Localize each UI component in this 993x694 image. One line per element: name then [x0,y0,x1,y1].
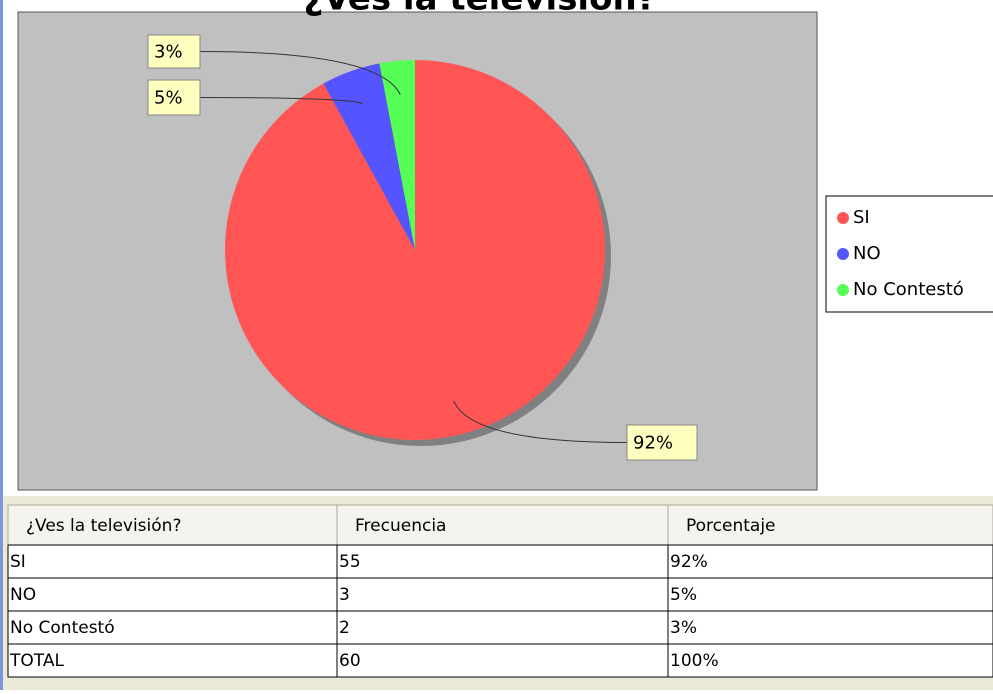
cell-text: 2 [339,618,350,638]
cell-text: No Contestó [10,618,115,638]
data-label: 5% [154,88,183,109]
chart-title: ¿Ves la televisión? [304,0,657,19]
table-cell [336,643,669,678]
legend-label: SI [853,207,870,228]
table-cell [667,544,993,579]
cell-text: 3 [339,585,350,605]
label-box [147,79,201,116]
data-label: 3% [154,42,183,63]
cell-text: 55 [339,552,361,572]
window-border [0,0,3,690]
table-cell [336,577,669,612]
cell-text: TOTAL [9,651,64,671]
header-cell: Frecuencia [355,516,446,536]
pie-slice [379,60,415,250]
leader-line [199,97,363,104]
label-box [626,424,698,461]
table-cell [7,577,338,612]
legend-label: No Contestó [853,279,964,300]
cell-text: 60 [339,651,361,671]
pie-slice [225,60,605,441]
header-cell: Porcentaje [686,516,776,536]
legend-marker [837,284,849,296]
data-label: 92% [633,433,673,454]
label-box [147,34,201,69]
pie-slice [323,63,415,251]
legend-marker [837,248,849,260]
table-cell [7,643,338,678]
cell-text: SI [10,552,26,572]
cell-text: 5% [670,585,697,605]
legend [825,195,993,313]
table-cell [336,544,669,579]
legend-marker [837,212,849,224]
leader-line [199,51,401,96]
cell-text: 92% [670,552,708,572]
table-cell [7,610,338,645]
header-cell: ¿Ves la televisión? [26,516,181,536]
table-cell [667,643,993,678]
cell-text: NO [10,585,36,605]
table-cell [336,610,669,645]
table-cell [667,610,993,645]
table-cell [7,544,338,579]
cell-text: 100% [670,651,719,671]
leader-line [453,400,628,443]
table-cell [667,577,993,612]
cell-text: 3% [670,618,697,638]
legend-label: NO [853,243,881,264]
